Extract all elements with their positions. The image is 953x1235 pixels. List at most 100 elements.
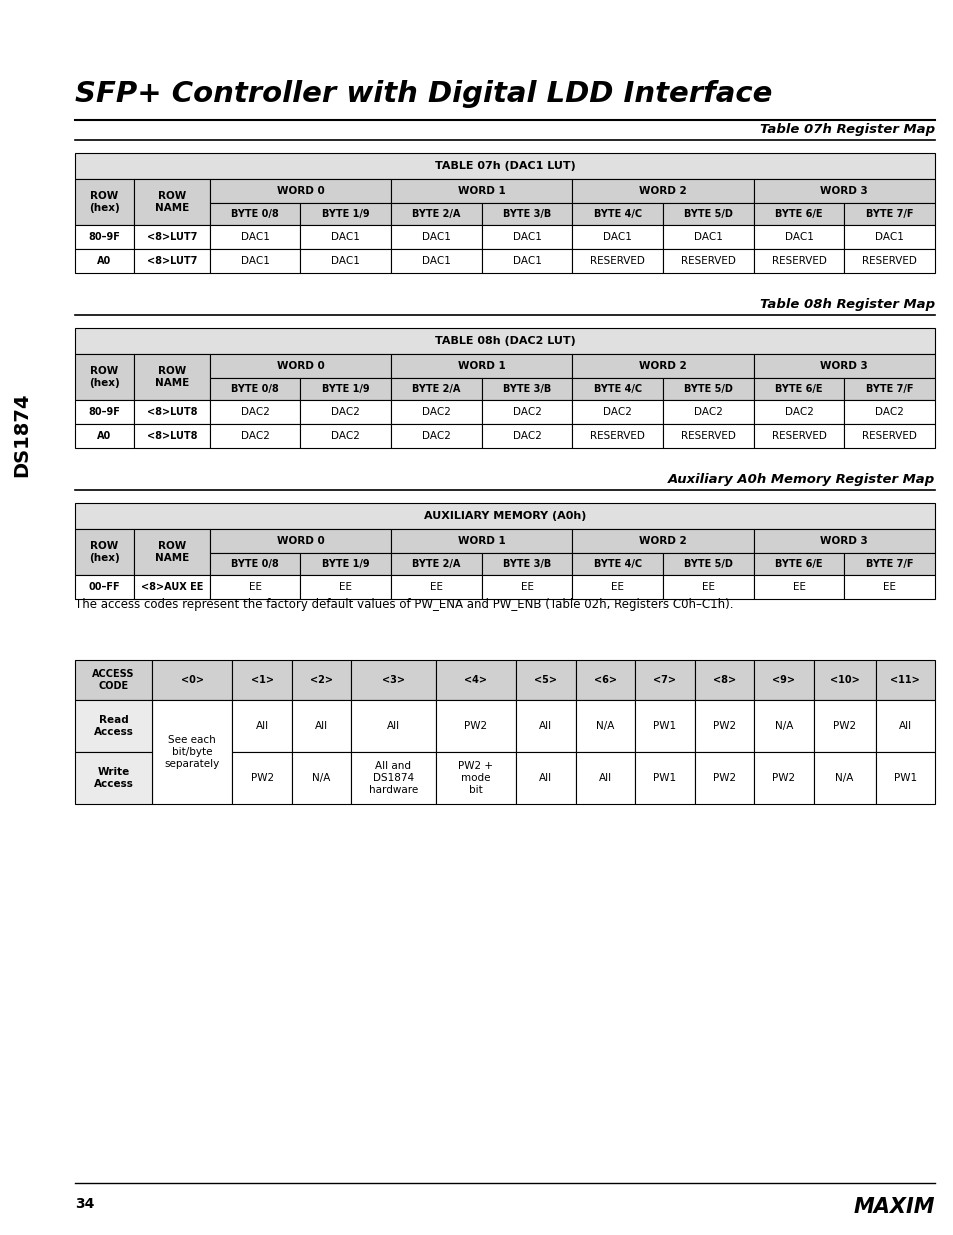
Bar <box>391 225 481 249</box>
Bar <box>694 700 753 752</box>
Bar <box>662 249 753 273</box>
Bar <box>391 424 481 448</box>
Text: N/A: N/A <box>835 773 853 783</box>
Bar <box>300 204 391 225</box>
Text: WORD 1: WORD 1 <box>457 536 505 546</box>
Bar <box>300 249 391 273</box>
Bar <box>753 204 843 225</box>
Text: Table 08h Register Map: Table 08h Register Map <box>760 298 934 311</box>
Text: EE: EE <box>792 582 804 592</box>
Bar <box>75 329 934 354</box>
Text: DAC1: DAC1 <box>421 256 451 266</box>
Text: PW2: PW2 <box>251 773 274 783</box>
Bar <box>481 204 572 225</box>
Text: BYTE 5/D: BYTE 5/D <box>683 559 732 569</box>
Bar <box>753 576 843 599</box>
Text: BYTE 7/F: BYTE 7/F <box>865 209 912 219</box>
Bar <box>133 424 210 448</box>
Bar <box>75 659 152 700</box>
Bar <box>391 378 481 400</box>
Text: <8>LUT8: <8>LUT8 <box>147 431 197 441</box>
Bar <box>75 752 152 804</box>
Bar <box>391 530 572 553</box>
Bar <box>635 752 694 804</box>
Text: DAC2: DAC2 <box>421 408 451 417</box>
Text: DAC2: DAC2 <box>240 431 270 441</box>
Text: PW1: PW1 <box>653 773 676 783</box>
Bar <box>210 378 300 400</box>
Text: BYTE 6/E: BYTE 6/E <box>775 384 821 394</box>
Bar <box>391 354 572 378</box>
Bar <box>210 400 300 424</box>
Bar <box>133 225 210 249</box>
Bar <box>210 354 391 378</box>
Text: All: All <box>538 773 552 783</box>
Bar <box>572 179 753 204</box>
Bar <box>843 553 934 576</box>
Bar <box>572 530 753 553</box>
Bar <box>133 179 210 225</box>
Text: ROW
(hex): ROW (hex) <box>89 541 120 563</box>
Bar <box>753 553 843 576</box>
Text: DAC1: DAC1 <box>421 232 451 242</box>
Text: WORD 0: WORD 0 <box>276 186 324 196</box>
Bar <box>753 400 843 424</box>
Bar <box>75 424 133 448</box>
Bar <box>133 354 210 400</box>
Text: WORD 1: WORD 1 <box>457 362 505 372</box>
Text: WORD 3: WORD 3 <box>820 362 867 372</box>
Bar <box>875 752 934 804</box>
Bar <box>133 249 210 273</box>
Text: <2>: <2> <box>310 676 333 685</box>
Text: All: All <box>598 773 611 783</box>
Text: DAC2: DAC2 <box>331 431 360 441</box>
Bar <box>753 530 934 553</box>
Bar <box>662 225 753 249</box>
Bar <box>753 354 934 378</box>
Text: All: All <box>538 721 552 731</box>
Bar <box>843 424 934 448</box>
Text: All: All <box>387 721 399 731</box>
Text: <3>: <3> <box>381 676 404 685</box>
Text: PW1: PW1 <box>893 773 916 783</box>
Text: DAC1: DAC1 <box>693 232 722 242</box>
Text: TABLE 08h (DAC2 LUT): TABLE 08h (DAC2 LUT) <box>435 336 575 346</box>
Text: DAC2: DAC2 <box>693 408 722 417</box>
Bar <box>843 249 934 273</box>
Bar <box>575 752 635 804</box>
Bar <box>75 225 133 249</box>
Bar <box>753 378 843 400</box>
Text: <6>: <6> <box>594 676 617 685</box>
Text: BYTE 1/9: BYTE 1/9 <box>321 384 369 394</box>
Text: BYTE 1/9: BYTE 1/9 <box>321 559 369 569</box>
Bar <box>516 659 575 700</box>
Bar <box>481 576 572 599</box>
Text: See each
bit/byte
separately: See each bit/byte separately <box>164 735 219 768</box>
Text: DAC2: DAC2 <box>874 408 903 417</box>
Bar <box>300 553 391 576</box>
Text: All: All <box>314 721 328 731</box>
Bar <box>662 553 753 576</box>
Text: DAC2: DAC2 <box>331 408 360 417</box>
Bar <box>753 424 843 448</box>
Text: PW2: PW2 <box>712 773 735 783</box>
Bar <box>75 400 133 424</box>
Text: Table 07h Register Map: Table 07h Register Map <box>760 124 934 136</box>
Bar <box>662 204 753 225</box>
Text: <8>LUT8: <8>LUT8 <box>147 408 197 417</box>
Text: EE: EE <box>882 582 895 592</box>
Bar <box>575 700 635 752</box>
Bar <box>292 752 351 804</box>
Bar <box>662 424 753 448</box>
Text: A0: A0 <box>97 256 112 266</box>
Text: EE: EE <box>611 582 623 592</box>
Bar <box>662 378 753 400</box>
Text: PW1: PW1 <box>653 721 676 731</box>
Bar <box>843 204 934 225</box>
Bar <box>843 576 934 599</box>
Text: WORD 2: WORD 2 <box>639 362 686 372</box>
Text: <8>AUX EE: <8>AUX EE <box>140 582 203 592</box>
Bar <box>210 553 300 576</box>
Bar <box>813 752 875 804</box>
Bar <box>75 153 934 179</box>
